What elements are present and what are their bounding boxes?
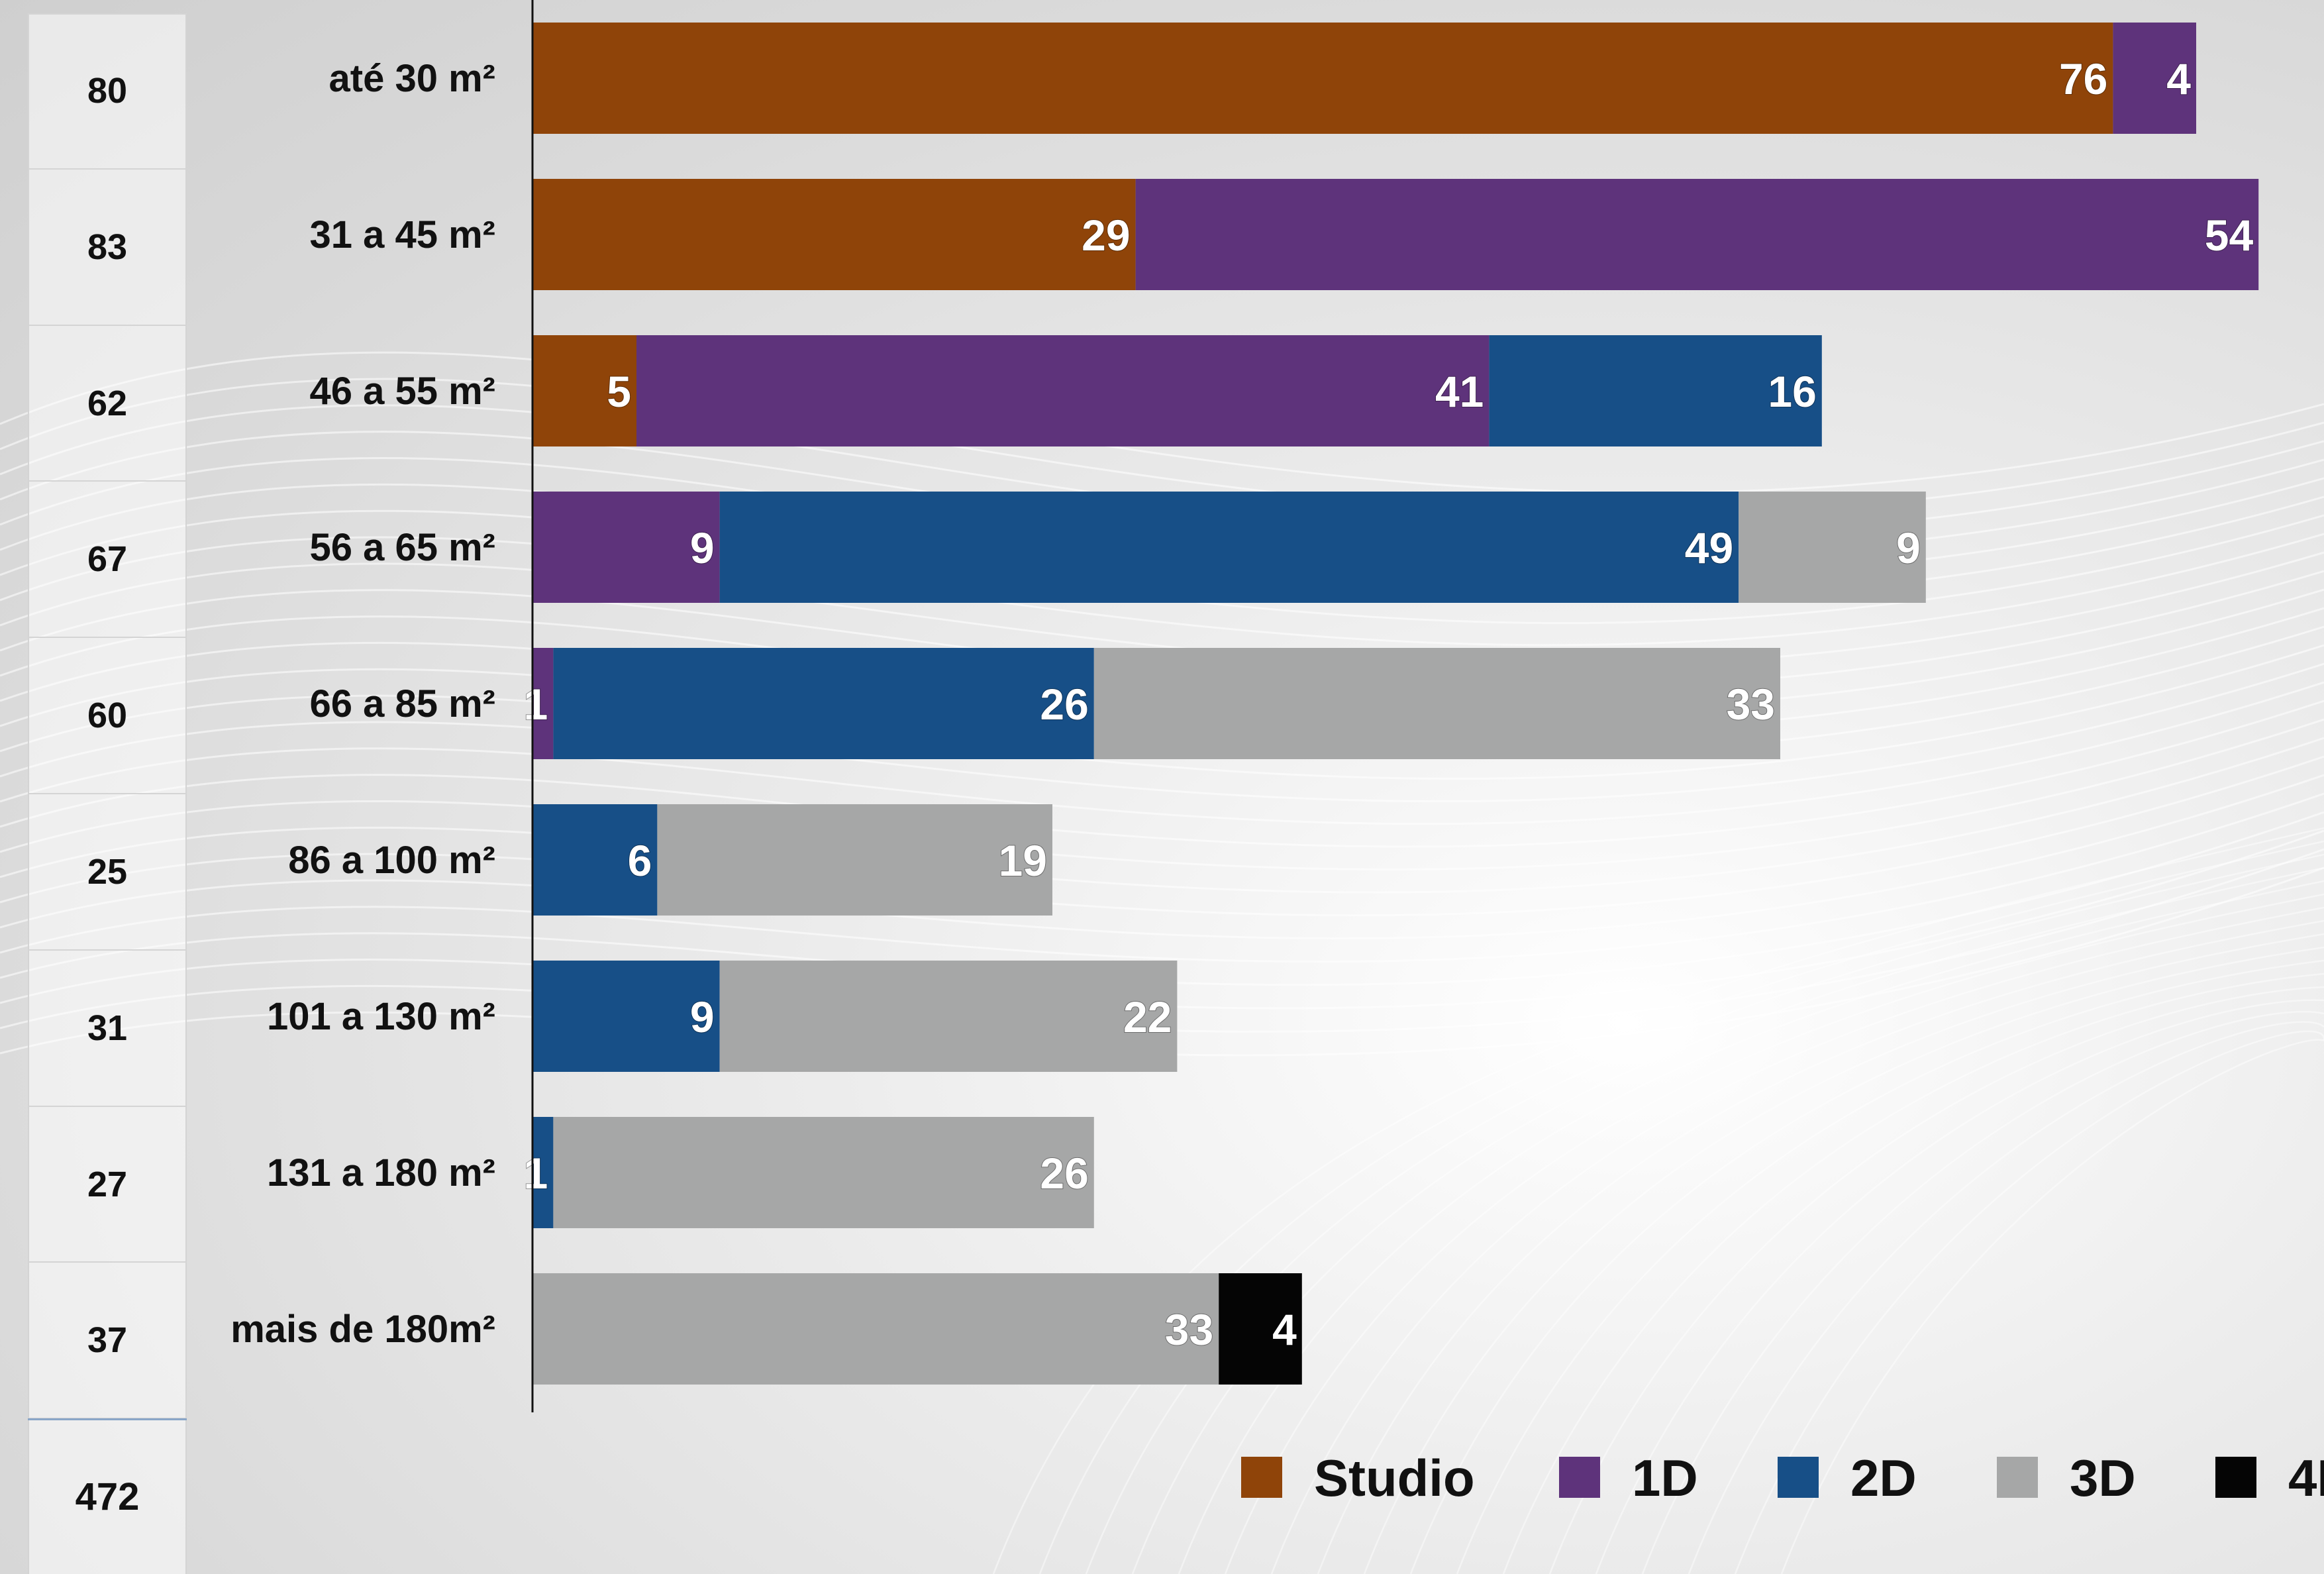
data-label: 9	[690, 523, 715, 572]
legend-swatch	[1559, 1457, 1600, 1498]
background-wave-line	[1131, 866, 2324, 1574]
background-wave-line	[1085, 853, 2324, 1574]
legend-label: 3D	[2070, 1449, 2136, 1507]
data-label: 5	[607, 367, 631, 416]
legend-swatch	[1241, 1457, 1282, 1498]
bar-segment	[719, 492, 1739, 603]
bar-segment	[532, 179, 1136, 290]
data-label: 54	[2205, 211, 2254, 260]
data-label: 26	[1040, 680, 1088, 729]
bar-segment	[2113, 23, 2196, 134]
data-label: 29	[1082, 211, 1130, 260]
data-label: 19	[999, 836, 1047, 885]
legend-swatch	[1778, 1457, 1819, 1498]
bar-segment	[532, 335, 636, 446]
bar-segment	[1739, 492, 1926, 603]
background-wave-line	[1502, 972, 2324, 1574]
background-wave-line	[992, 827, 2324, 1574]
bar-segment	[719, 961, 1178, 1072]
background-wave-line	[1270, 906, 2324, 1574]
category-label: 56 a 65 m²	[309, 526, 495, 569]
bar-segment	[532, 1117, 554, 1228]
category-label: mais de 180m²	[230, 1308, 495, 1351]
totals-divider	[28, 1418, 187, 1420]
row-total: 60	[28, 638, 187, 794]
bar-segment	[532, 1273, 1219, 1385]
data-label: 33	[1727, 680, 1775, 729]
background-wave-line	[1224, 893, 2324, 1574]
bar-segment	[532, 492, 720, 603]
row-total: 27	[28, 1107, 187, 1263]
background-wave-line	[1595, 999, 2324, 1574]
bar-segment	[1135, 179, 2259, 290]
background-wave-line	[1688, 1021, 2324, 1574]
bar-segment	[532, 23, 2113, 134]
bar-segment	[1219, 1273, 1302, 1385]
data-label: 1	[524, 1149, 548, 1198]
legend-swatch	[2215, 1457, 2256, 1498]
bar-segment	[657, 804, 1052, 916]
category-label: 46 a 55 m²	[309, 370, 495, 413]
data-label: 41	[1435, 367, 1484, 416]
background-wave-line	[1409, 946, 2324, 1574]
bar-segment	[532, 648, 554, 759]
category-label: 86 a 100 m²	[288, 839, 495, 882]
data-label: 76	[2059, 54, 2107, 103]
row-total: 80	[28, 13, 187, 170]
data-label: 49	[1685, 523, 1733, 572]
bar-segment	[532, 961, 720, 1072]
background-wave-line	[0, 551, 2324, 668]
legend-swatch	[1997, 1457, 2038, 1498]
bar-segment	[1093, 648, 1780, 759]
data-label: 9	[1896, 523, 1921, 572]
background-wave-line	[0, 792, 2324, 963]
data-label: 4	[1272, 1305, 1297, 1354]
data-label: 33	[1165, 1305, 1213, 1354]
data-label: 26	[1040, 1149, 1088, 1198]
data-label: 22	[1123, 992, 1172, 1041]
category-label: até 30 m²	[329, 57, 495, 100]
bar-segment	[553, 648, 1094, 759]
background-wave-line	[0, 681, 2324, 825]
data-label: 4	[2166, 54, 2191, 103]
legend-label: 1D	[1632, 1449, 1698, 1507]
background-wave-line	[1548, 986, 2324, 1574]
bar-segment	[532, 804, 658, 916]
background-wave-line	[1178, 880, 2324, 1574]
data-label: 6	[628, 836, 652, 885]
data-label: 16	[1768, 367, 1816, 416]
category-label: 31 a 45 m²	[309, 213, 495, 256]
row-total: 31	[28, 951, 187, 1107]
legend-label: 2D	[1850, 1449, 1917, 1507]
category-label: 101 a 130 m²	[267, 995, 495, 1038]
row-total: 25	[28, 794, 187, 951]
background-wave-line	[1641, 1010, 2324, 1574]
data-label: 1	[524, 680, 548, 729]
background-wave-line	[1456, 959, 2324, 1574]
row-total: 62	[28, 326, 187, 482]
background-wave-line	[1038, 840, 2324, 1574]
legend-label: 4D	[2288, 1449, 2324, 1507]
bar-segment	[636, 335, 1490, 446]
bar-segment	[553, 1117, 1094, 1228]
background-wave-line	[0, 774, 2324, 940]
row-total: 67	[28, 482, 187, 639]
category-label: 66 a 85 m²	[309, 682, 495, 725]
grand-total: 472	[75, 1475, 140, 1518]
background-wave-line	[1780, 1039, 2324, 1574]
row-total: 83	[28, 170, 187, 326]
bar-segment	[1489, 335, 1822, 446]
background-wave-line	[1363, 933, 2324, 1574]
data-label: 9	[690, 992, 715, 1041]
background-wave-line	[1317, 919, 2324, 1574]
category-label: 131 a 180 m²	[267, 1151, 495, 1194]
legend-label: Studio	[1314, 1449, 1475, 1507]
background-wave-line	[0, 662, 2324, 803]
background-wave-line	[1734, 1030, 2324, 1574]
